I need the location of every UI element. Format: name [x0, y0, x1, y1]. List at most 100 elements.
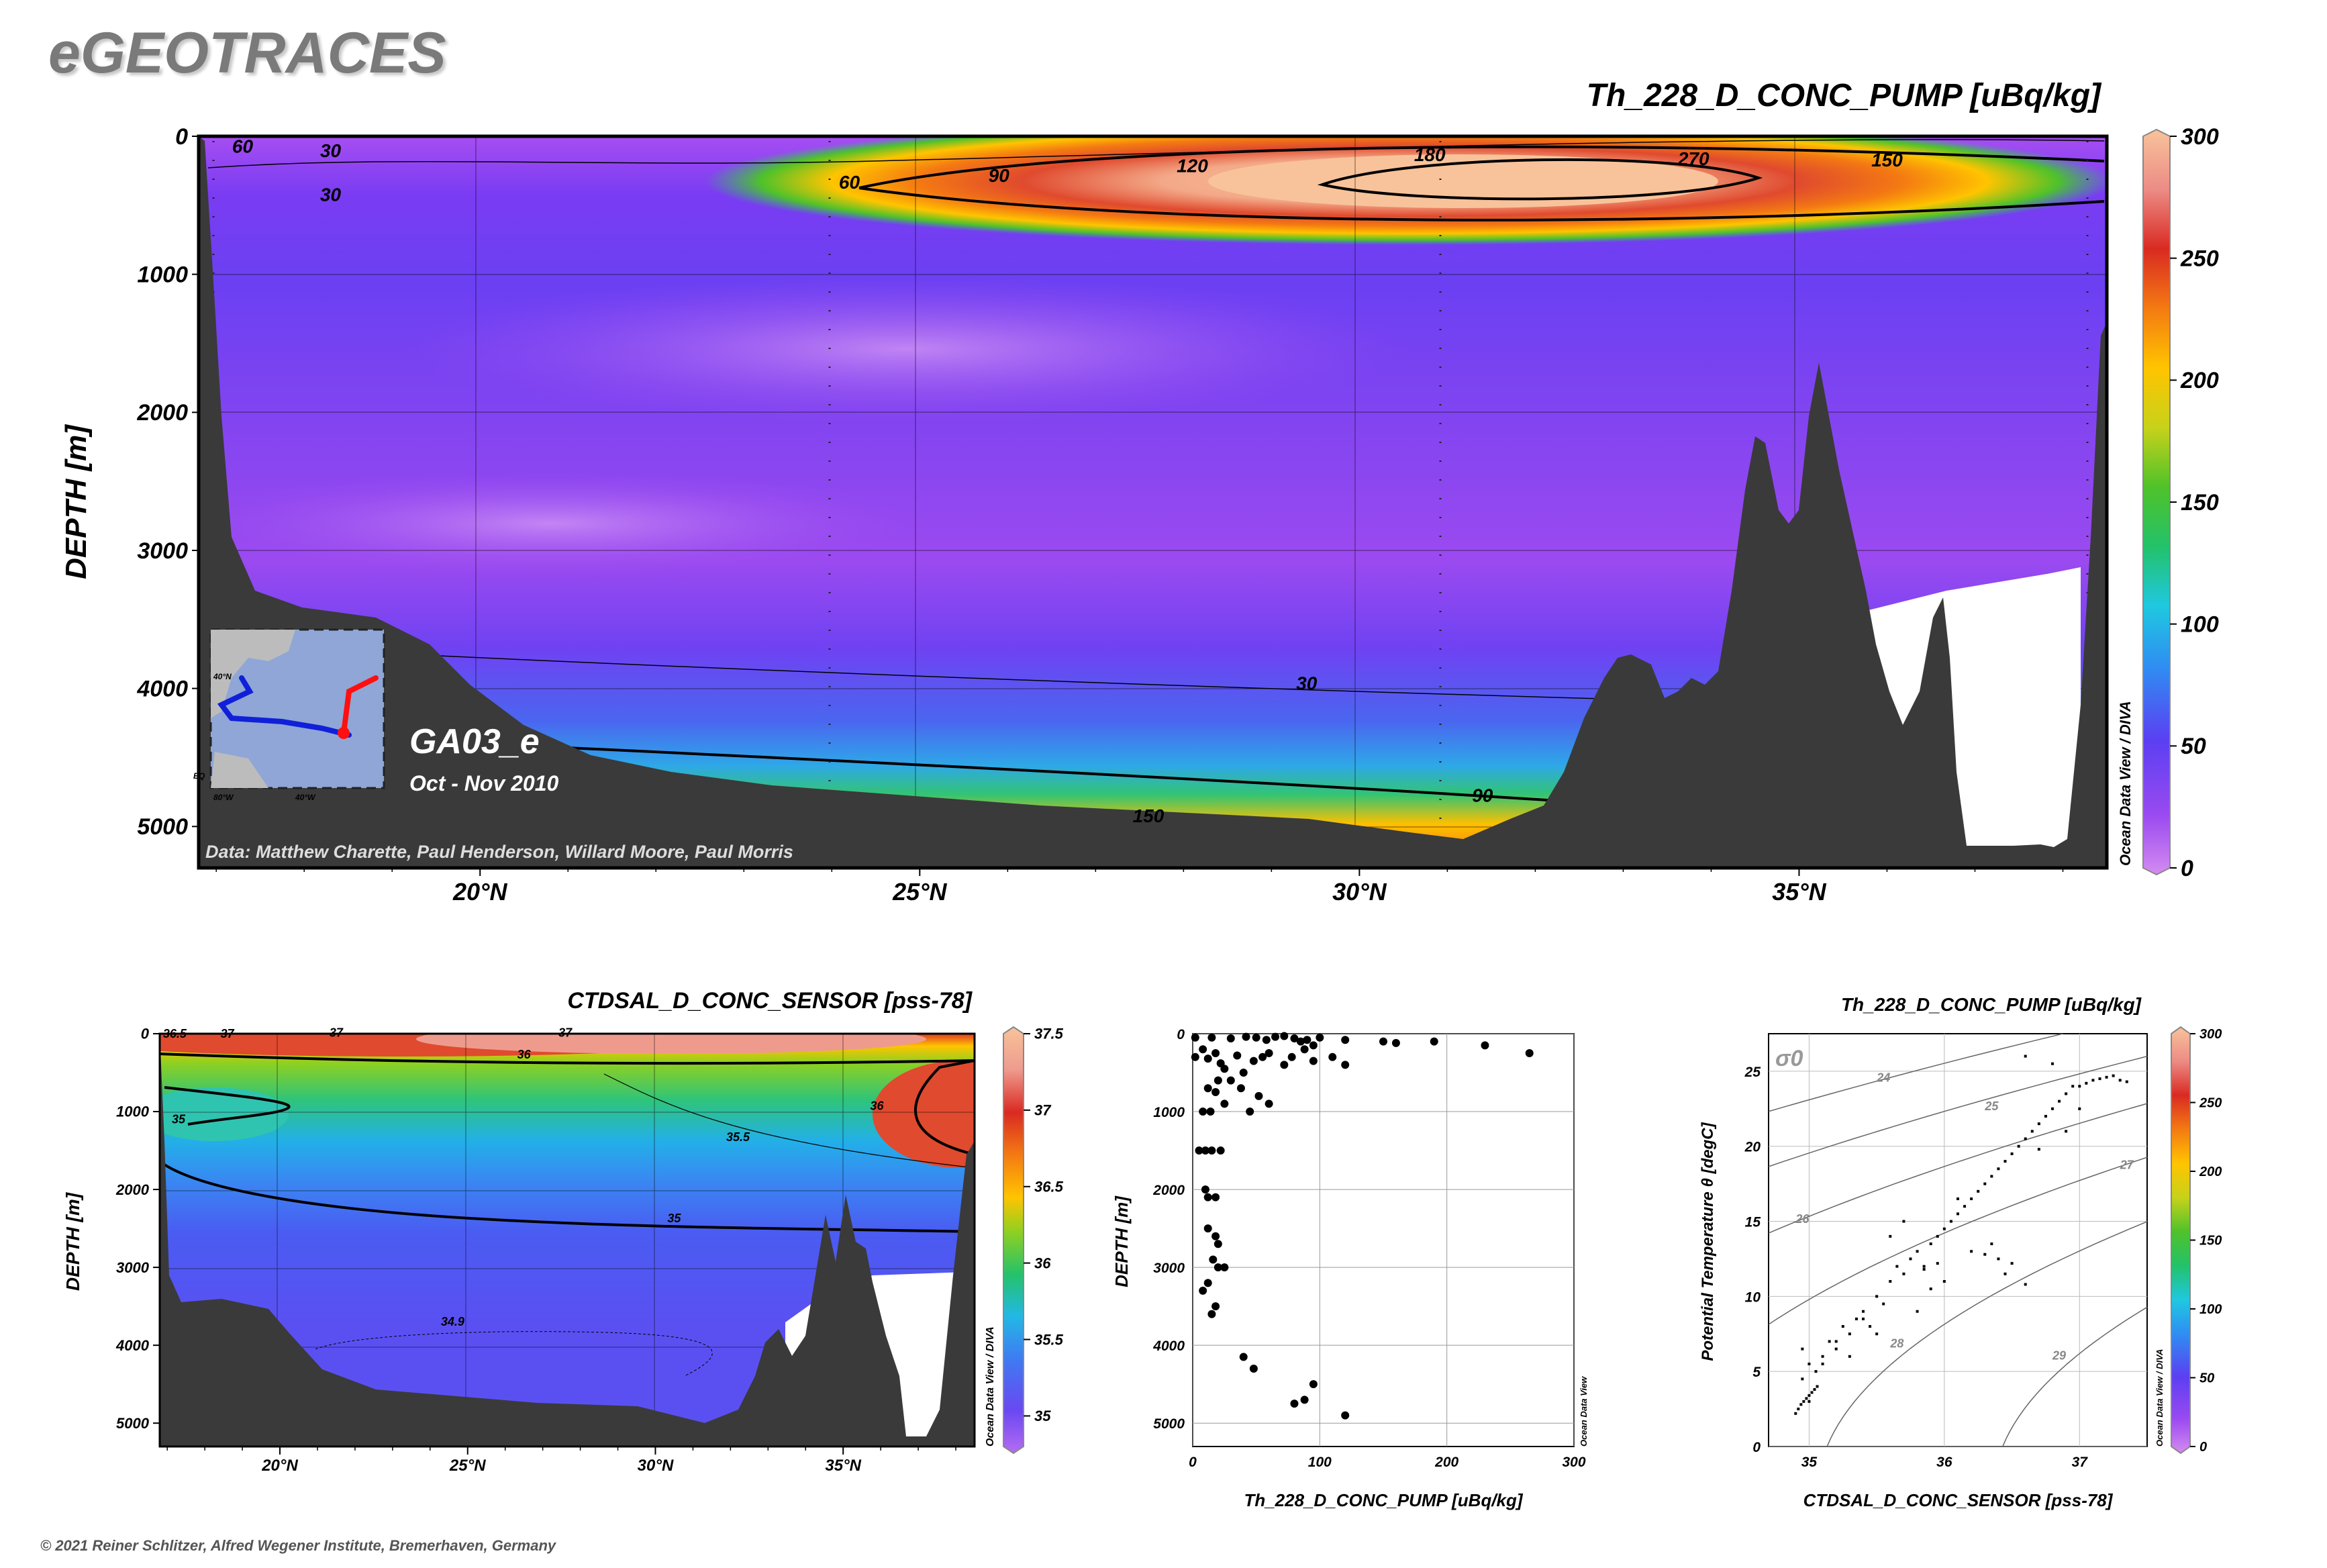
contour-label: 34.9 — [441, 1315, 464, 1328]
depth-profile-panel: 0 1000 2000 3000 4000 5000 0 100 200 300 Th_228_… — [1111, 1027, 1589, 1510]
ts-point — [1848, 1332, 1851, 1336]
ts-point — [1997, 1167, 2000, 1171]
ts-point — [1957, 1212, 1959, 1216]
profile-point — [1309, 1380, 1318, 1389]
main-plot-frame — [197, 134, 2109, 870]
profile-x-tick-label: 200 — [1434, 1455, 1458, 1470]
ts-isopycnal-label: 29 — [2052, 1349, 2066, 1362]
profile-point — [1220, 1099, 1229, 1108]
inset-map-land — [211, 630, 295, 788]
y-tick-label: 1000 — [116, 1104, 150, 1120]
profile-point — [1296, 1037, 1305, 1046]
ts-point — [1834, 1340, 1838, 1343]
profile-point — [1211, 1193, 1220, 1202]
ts-point — [1805, 1397, 1808, 1400]
salinity-colorbar — [1003, 1026, 1024, 1455]
ts-point — [1922, 1265, 1926, 1268]
ts-point — [1799, 1403, 1803, 1406]
ts-point — [2030, 1130, 2034, 1133]
colorbar-tick-label: 250 — [2180, 246, 2219, 272]
salinity-colorbar-ticks: 35 35.5 36 36.5 37 37.5 — [1024, 1026, 1064, 1424]
ts-point — [1834, 1347, 1838, 1351]
profile-y-tick-label: 4000 — [1152, 1338, 1185, 1354]
profile-point — [1246, 1108, 1254, 1116]
ts-point — [2091, 1079, 2095, 1082]
ts-x-axis-label: CTDSAL_D_CONC_SENSOR [pss-78] — [1803, 1490, 2114, 1510]
ts-point — [2003, 1160, 2007, 1163]
ts-point — [1814, 1370, 1818, 1373]
ts-point — [1922, 1268, 1926, 1271]
profile-point — [1214, 1076, 1222, 1085]
main-colorbar-ticks: 0 50 100 150 200 250 300 — [2170, 124, 2219, 881]
ts-point — [1813, 1388, 1816, 1391]
ts-point — [2037, 1122, 2040, 1126]
contour-label: 90 — [989, 165, 1010, 186]
ts-point — [1983, 1182, 1987, 1185]
ts-point — [1808, 1393, 1811, 1397]
ts-isopycnal-label: 26 — [1795, 1212, 1810, 1226]
ts-y-axis-ticks: 0 5 10 15 20 25 — [1744, 1065, 1761, 1455]
profile-x-axis-ticks: 0 100 200 300 — [1189, 1455, 1586, 1470]
main-y-axis-label: DEPTH [m] — [60, 424, 93, 579]
y-tick-label: 4000 — [115, 1337, 150, 1354]
colorbar-tick-label: 150 — [2181, 490, 2219, 516]
profile-point — [1207, 1310, 1216, 1318]
ts-point — [2037, 1148, 2040, 1151]
ts-point — [1929, 1287, 1932, 1291]
contour-label: 150 — [1871, 150, 1903, 170]
salinity-contour-36 — [160, 1052, 975, 1065]
inset-map-track-red — [341, 675, 379, 736]
profile-point — [1211, 1302, 1220, 1311]
profile-point — [1211, 1232, 1220, 1240]
y-tick-label: 0 — [141, 1026, 150, 1042]
profile-y-axis-label: DEPTH [m] — [1111, 1195, 1132, 1287]
ts-point — [2024, 1055, 2027, 1058]
profile-point — [1239, 1353, 1248, 1361]
colorbar-tick-label: 100 — [2181, 612, 2219, 638]
x-tick-label: 35°N — [1772, 878, 1826, 905]
profile-point — [1341, 1061, 1350, 1069]
salinity-section-panel: 36.5 37 37 36 37 36 35 35.5 35 34.9 CTDSAL_D_CONC… — [62, 988, 1064, 1475]
profile-point — [1211, 1049, 1220, 1058]
contour-label: 60 — [232, 136, 254, 157]
ts-point — [1808, 1400, 1811, 1403]
ts-point — [1902, 1272, 1905, 1275]
ts-point — [2051, 1107, 2054, 1110]
main-colorbar — [2142, 128, 2171, 876]
ts-point — [1875, 1332, 1879, 1336]
ts-isopycnal-27 — [1769, 1157, 2147, 1326]
profile-point — [1233, 1051, 1242, 1060]
ts-point — [1821, 1363, 1824, 1365]
ts-x-tick-label: 36 — [1936, 1455, 1952, 1470]
ts-point — [1942, 1227, 1946, 1230]
profile-point — [1525, 1049, 1534, 1058]
profile-point — [1209, 1255, 1218, 1264]
ts-y-tick-label: 20 — [1744, 1140, 1761, 1155]
profile-x-tick-label: 300 — [1562, 1455, 1585, 1470]
inset-map-lon-label-west: 80°W — [213, 793, 234, 802]
profile-y-tick-label: 1000 — [1153, 1105, 1185, 1120]
profile-point — [1303, 1036, 1311, 1044]
ts-point — [1895, 1265, 1899, 1268]
salinity-odv-label: Ocean Data View / DIVA — [985, 1326, 996, 1447]
ts-point — [1869, 1325, 1872, 1328]
ts-point — [1983, 1253, 1987, 1256]
colorbar-tick-label: 200 — [2180, 368, 2219, 393]
ts-point — [2051, 1062, 2054, 1065]
salinity-chart-title: CTDSAL_D_CONC_SENSOR [pss-78] — [567, 988, 973, 1014]
ts-y-tick-label: 15 — [1745, 1215, 1761, 1230]
ts-point — [1909, 1257, 1912, 1261]
profile-point — [1201, 1185, 1209, 1194]
x-tick-label: 20°N — [261, 1457, 298, 1475]
ts-point — [1882, 1302, 1885, 1306]
ts-point — [1801, 1347, 1804, 1351]
ts-points — [1794, 1055, 2128, 1415]
ts-isopycnal-29 — [2002, 1306, 2147, 1447]
profile-odv-label: Ocean Data View — [1579, 1376, 1589, 1447]
x-tick-label: 30°N — [1332, 878, 1387, 905]
profile-point — [1265, 1049, 1273, 1058]
ts-colorbar-tick-label: 50 — [2199, 1371, 2214, 1386]
profile-point — [1300, 1045, 1309, 1054]
y-tick-label: 1000 — [137, 262, 188, 288]
profile-point — [1280, 1061, 1289, 1069]
